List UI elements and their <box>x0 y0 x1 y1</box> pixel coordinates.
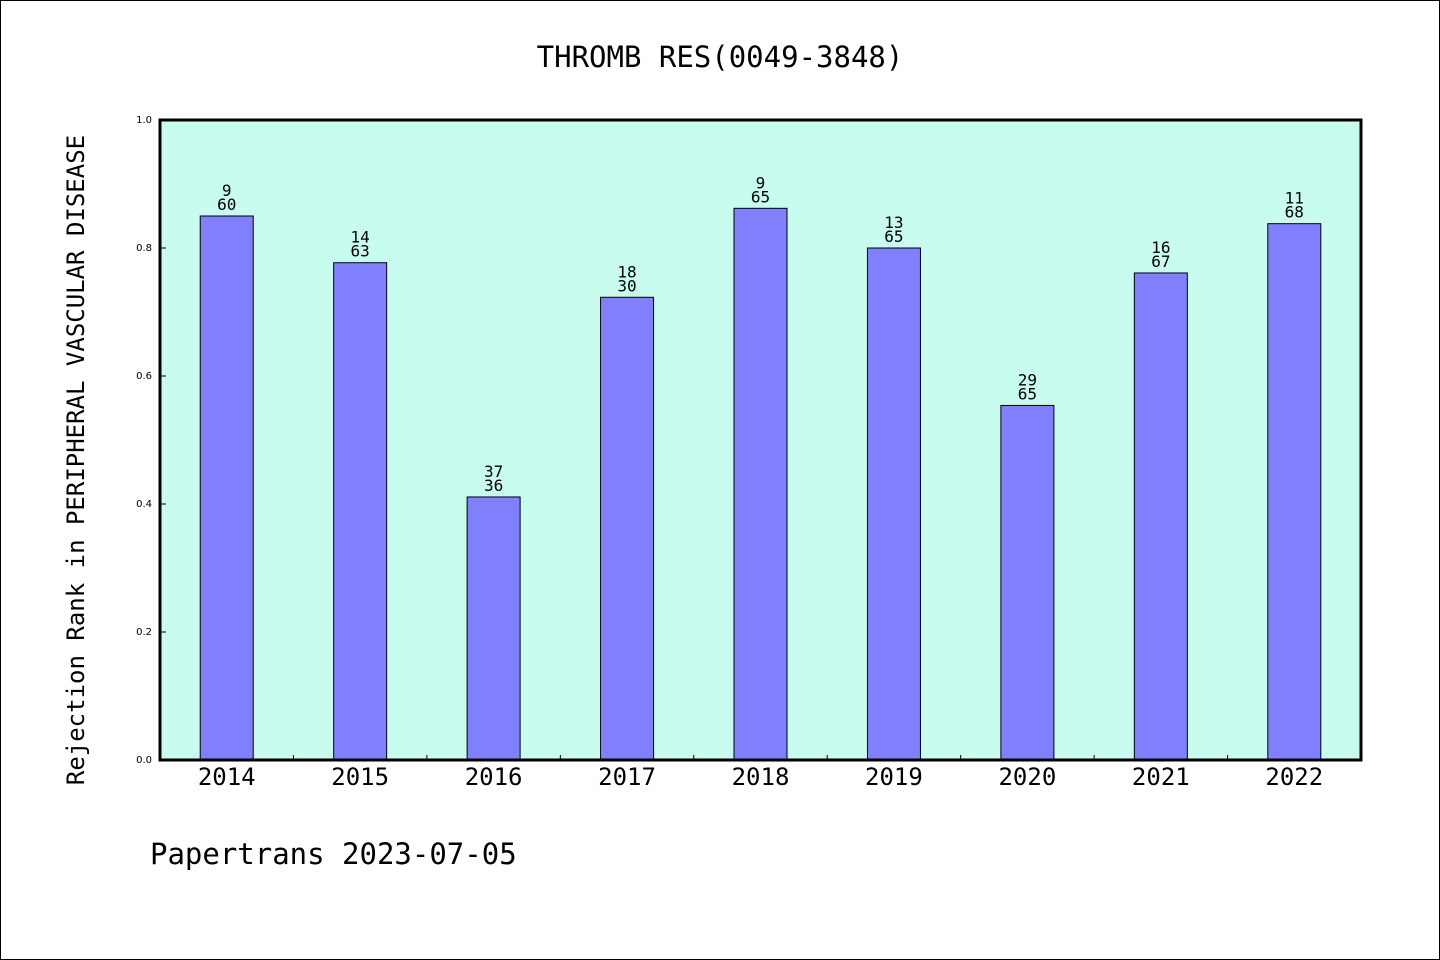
bar-label-top: 13 <box>884 213 903 232</box>
bar-label-bottom: 68 <box>1285 203 1304 222</box>
x-tick-label: 2022 <box>1265 763 1323 791</box>
bar-label-top: 29 <box>1018 370 1037 389</box>
x-tick-label: 2014 <box>198 763 256 791</box>
bar-label-top: 11 <box>1285 189 1304 208</box>
bar-label-top: 9 <box>756 173 766 192</box>
y-tick-label: 0.2 <box>136 627 152 638</box>
bar-2019 <box>866 247 921 761</box>
bar-label-top: 18 <box>617 262 636 281</box>
bar-label-bottom: 65 <box>1018 384 1037 403</box>
bar-2022 <box>1267 223 1322 761</box>
x-axis: 2014 2015 2016 2017 2018 2019 2020 2021 2022 <box>198 755 1323 791</box>
bar-2017 <box>600 296 655 761</box>
y-tick-label: 0.0 <box>136 755 152 766</box>
bar-label-bottom: 67 <box>1151 252 1170 271</box>
x-tick-label: 2019 <box>865 763 923 791</box>
y-tick-label: 1.0 <box>136 115 152 126</box>
y-tick-label: 0.8 <box>136 243 152 254</box>
bar-2021 <box>1133 272 1188 761</box>
bar-label-bottom: 63 <box>351 242 370 261</box>
x-tick-label: 2020 <box>998 763 1056 791</box>
bar-label-bottom: 36 <box>484 476 503 495</box>
x-tick-label: 2015 <box>331 763 389 791</box>
bar-label-bottom: 60 <box>217 195 236 214</box>
y-axis-label: Rejection Rank in PERIPHERAL VASCULAR DI… <box>62 135 90 785</box>
bar-label-bottom: 65 <box>884 227 903 246</box>
bar-label-bottom: 65 <box>751 187 770 206</box>
x-tick-label: 2017 <box>598 763 656 791</box>
plot-border <box>158 118 1363 762</box>
x-tick-label: 2018 <box>732 763 790 791</box>
bar-2014 <box>199 215 254 761</box>
footer-text: Papertrans 2023-07-05 <box>150 837 517 871</box>
bar-2015 <box>333 262 388 761</box>
x-tick-label: 2021 <box>1132 763 1190 791</box>
bar-2020 <box>1000 404 1055 761</box>
bar-label-top: 9 <box>222 181 232 200</box>
y-tick-label: 0.6 <box>136 371 152 382</box>
bar-2016 <box>466 496 521 761</box>
bar-2018 <box>733 207 788 761</box>
bar-label-top: 14 <box>351 228 370 247</box>
chart-title: THROMB RES(0049-3848) <box>537 40 904 74</box>
bar-label-top: 16 <box>1151 238 1170 257</box>
x-tick-label: 2016 <box>465 763 523 791</box>
bar-label-bottom: 30 <box>617 276 636 295</box>
y-tick-label: 0.4 <box>136 499 152 510</box>
bar-label-top: 37 <box>484 462 503 481</box>
